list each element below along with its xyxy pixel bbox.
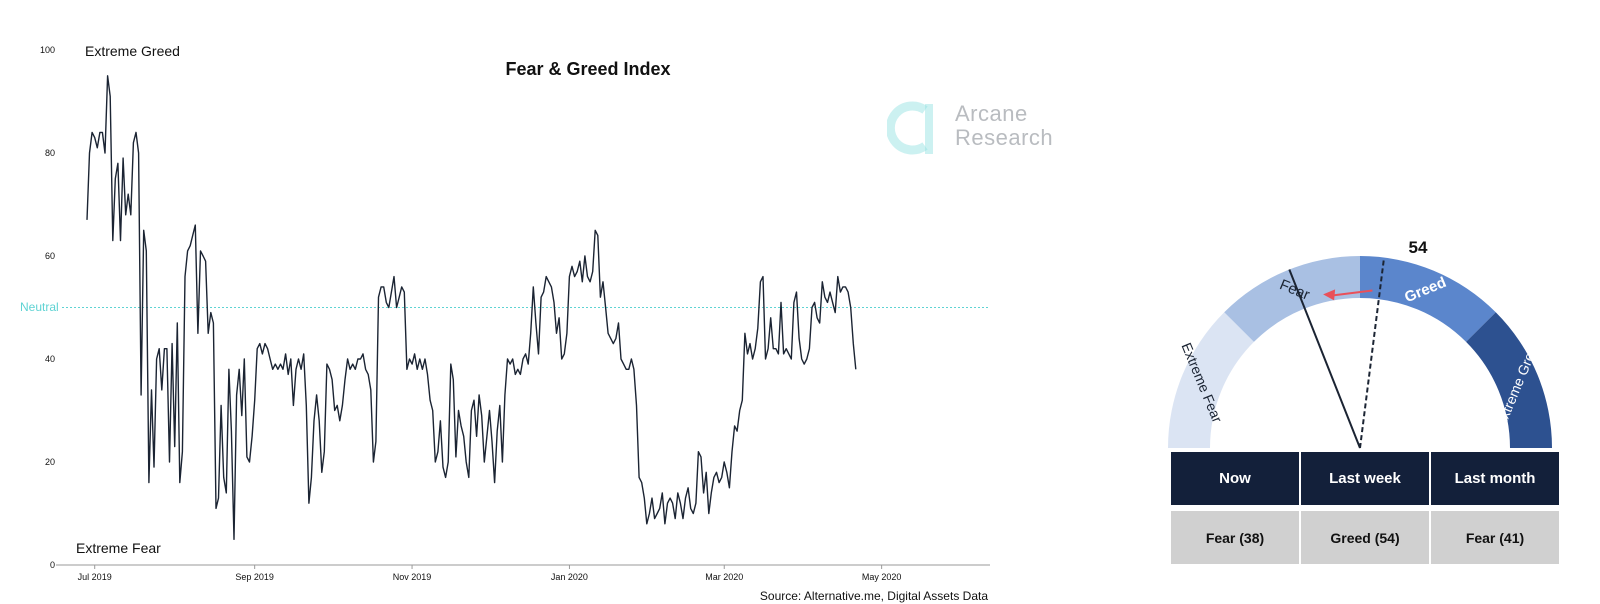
x-tick-label: Sep 2019	[235, 572, 274, 582]
table-value-row: Fear (38) Greed (54) Fear (41)	[1171, 511, 1559, 564]
x-tick-label: May 2020	[862, 572, 902, 582]
arcane-research-logo: Arcane Research	[885, 98, 1087, 162]
chart-title: Fear & Greed Index	[505, 59, 670, 79]
gauge-segment	[1466, 312, 1552, 448]
x-tick-label: Nov 2019	[393, 572, 432, 582]
header-last-month: Last month	[1431, 452, 1559, 505]
change-arrow-shaft	[1332, 289, 1373, 297]
y-tick-label: 40	[45, 354, 55, 364]
y-tick-label: 100	[40, 45, 55, 55]
annotation-extreme-fear: Extreme Fear	[76, 540, 161, 556]
header-now: Now	[1171, 452, 1299, 505]
x-tick-label: Jan 2020	[551, 572, 588, 582]
annotation-extreme-greed: Extreme Greed	[85, 43, 180, 59]
fear-greed-line-chart: Fear & Greed Index Extreme Greed Extreme…	[20, 43, 990, 603]
x-tick-label: Mar 2020	[705, 572, 743, 582]
value-now: Fear (38)	[1171, 511, 1299, 564]
value-last-month: Fear (41)	[1431, 511, 1559, 564]
gauge-segment	[1224, 256, 1360, 342]
source-text: Source: Alternative.me, Digital Assets D…	[760, 589, 988, 603]
neutral-label: Neutral	[20, 300, 59, 314]
x-tick-label: Jul 2019	[78, 572, 112, 582]
needle-now	[1288, 269, 1361, 449]
arcane-logo-icon	[885, 101, 933, 155]
sentiment-summary-table: Now Last week Last month Fear (38) Greed…	[1171, 452, 1559, 564]
y-tick-label: 60	[45, 251, 55, 261]
change-arrow-head	[1323, 289, 1336, 301]
series-line	[86, 75, 857, 540]
needle-last-week	[1359, 257, 1386, 449]
y-tick-label: 80	[45, 148, 55, 158]
logo-text-line2: Research	[955, 125, 1054, 150]
value-last-week: Greed (54)	[1301, 511, 1429, 564]
gauge-segment	[1360, 256, 1496, 342]
gauge-value-label: 54	[1409, 238, 1428, 257]
gauge-segment	[1168, 312, 1254, 448]
header-last-week: Last week	[1301, 452, 1429, 505]
table-header-row: Now Last week Last month	[1171, 452, 1559, 505]
y-tick-label: 20	[45, 457, 55, 467]
logo-text-line1: Arcane	[955, 101, 1028, 126]
y-tick-label: 0	[50, 560, 55, 570]
